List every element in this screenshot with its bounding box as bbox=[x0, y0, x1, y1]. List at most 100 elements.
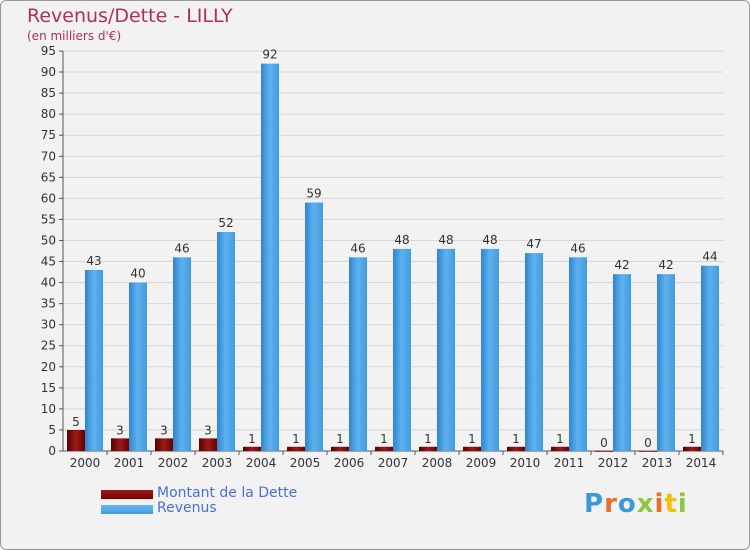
bar-revenus bbox=[481, 248, 499, 451]
y-tick-label: 50 bbox=[41, 233, 56, 247]
data-label-revenus: 92 bbox=[262, 48, 277, 62]
data-label-revenus: 46 bbox=[570, 241, 585, 255]
y-tick-label: 35 bbox=[41, 297, 56, 311]
x-tick-label: 2000 bbox=[70, 456, 101, 470]
data-label-revenus: 46 bbox=[350, 241, 365, 255]
data-label-revenus: 46 bbox=[174, 241, 189, 255]
legend-label-revenus: Revenus bbox=[157, 500, 217, 516]
x-tick-label: 2009 bbox=[466, 456, 497, 470]
bar-revenus bbox=[217, 232, 235, 451]
bar-dette bbox=[375, 446, 393, 451]
y-tick-label: 80 bbox=[41, 107, 56, 121]
data-label-dette: 5 bbox=[72, 415, 80, 429]
data-label-revenus: 48 bbox=[482, 233, 497, 247]
y-tick-label: 5 bbox=[48, 423, 56, 437]
bar-revenus bbox=[437, 248, 455, 451]
data-label-revenus: 47 bbox=[526, 237, 541, 251]
bar-dette bbox=[243, 446, 261, 451]
data-label-dette: 1 bbox=[556, 432, 564, 446]
bar-dette bbox=[199, 438, 217, 451]
bar-dette bbox=[683, 446, 701, 451]
bar-dette bbox=[551, 446, 569, 451]
data-label-dette: 1 bbox=[468, 432, 476, 446]
x-tick-label: 2013 bbox=[642, 456, 673, 470]
x-tick-label: 2008 bbox=[422, 456, 453, 470]
y-tick-label: 45 bbox=[41, 255, 56, 269]
x-tick-label: 2006 bbox=[334, 456, 365, 470]
data-label-dette: 1 bbox=[688, 432, 696, 446]
bar-dette bbox=[595, 451, 613, 452]
proxiti-logo: Proxiti bbox=[584, 489, 688, 519]
bar-revenus bbox=[349, 257, 367, 451]
y-tick-label: 65 bbox=[41, 170, 56, 184]
data-label-dette: 1 bbox=[336, 432, 344, 446]
logo-letter: t bbox=[664, 489, 678, 519]
y-tick-label: 70 bbox=[41, 149, 56, 163]
data-label-dette: 0 bbox=[600, 436, 608, 450]
x-tick-label: 2014 bbox=[686, 456, 717, 470]
bar-revenus bbox=[525, 253, 543, 451]
x-tick-label: 2004 bbox=[246, 456, 277, 470]
y-tick-label: 10 bbox=[41, 402, 56, 416]
data-label-revenus: 42 bbox=[614, 258, 629, 272]
data-label-dette: 1 bbox=[380, 432, 388, 446]
bar-revenus bbox=[569, 257, 587, 451]
legend-label-dette: Montant de la Dette bbox=[157, 485, 298, 501]
bar-revenus bbox=[393, 248, 411, 451]
logo-letter: x bbox=[636, 489, 655, 519]
y-tick-label: 25 bbox=[41, 339, 56, 353]
y-tick-label: 75 bbox=[41, 128, 56, 142]
bar-dette bbox=[331, 446, 349, 451]
data-label-revenus: 52 bbox=[218, 216, 233, 230]
bar-revenus bbox=[613, 274, 631, 451]
logo-letter: P bbox=[584, 489, 605, 519]
bar-dette bbox=[639, 451, 657, 452]
data-label-revenus: 44 bbox=[702, 250, 717, 264]
chart-title: Revenus/Dette - LILLY bbox=[27, 5, 233, 27]
x-tick-label: 2005 bbox=[290, 456, 321, 470]
bar-revenus bbox=[173, 257, 191, 451]
y-tick-label: 60 bbox=[41, 191, 56, 205]
x-tick-label: 2007 bbox=[378, 456, 409, 470]
logo-letter: i bbox=[654, 489, 665, 519]
x-tick-label: 2002 bbox=[158, 456, 189, 470]
chart-subtitle: (en milliers d'€) bbox=[27, 29, 122, 43]
bar-revenus bbox=[305, 202, 323, 451]
y-tick-label: 0 bbox=[48, 444, 56, 458]
data-label-dette: 3 bbox=[116, 423, 124, 437]
x-tick-label: 2012 bbox=[598, 456, 629, 470]
bar-dette bbox=[419, 446, 437, 451]
y-tick-label: 90 bbox=[41, 65, 56, 79]
bar-revenus bbox=[85, 269, 103, 451]
data-label-dette: 1 bbox=[512, 432, 520, 446]
data-label-dette: 1 bbox=[248, 432, 256, 446]
bar-dette bbox=[507, 446, 525, 451]
data-label-dette: 1 bbox=[424, 432, 432, 446]
x-tick-label: 2011 bbox=[554, 456, 585, 470]
data-label-dette: 0 bbox=[644, 436, 652, 450]
data-label-dette: 1 bbox=[292, 432, 300, 446]
bar-dette bbox=[111, 438, 129, 451]
bar-revenus bbox=[129, 282, 147, 451]
y-tick-label: 20 bbox=[41, 360, 56, 374]
legend-swatch-revenus bbox=[101, 505, 153, 514]
data-label-dette: 3 bbox=[204, 423, 212, 437]
bar-revenus bbox=[701, 265, 719, 451]
bar-dette bbox=[287, 446, 305, 451]
data-label-revenus: 59 bbox=[306, 187, 321, 201]
logo-letter: o bbox=[617, 489, 637, 519]
x-tick-label: 2003 bbox=[202, 456, 233, 470]
bar-dette bbox=[463, 446, 481, 451]
x-tick-label: 2010 bbox=[510, 456, 541, 470]
bar-revenus bbox=[657, 274, 675, 451]
data-label-revenus: 48 bbox=[394, 233, 409, 247]
y-tick-label: 55 bbox=[41, 212, 56, 226]
data-label-revenus: 48 bbox=[438, 233, 453, 247]
y-tick-label: 95 bbox=[41, 44, 56, 58]
data-label-revenus: 42 bbox=[658, 258, 673, 272]
y-tick-label: 40 bbox=[41, 276, 56, 290]
logo-letter: i bbox=[677, 489, 688, 519]
data-label-revenus: 43 bbox=[86, 254, 101, 268]
